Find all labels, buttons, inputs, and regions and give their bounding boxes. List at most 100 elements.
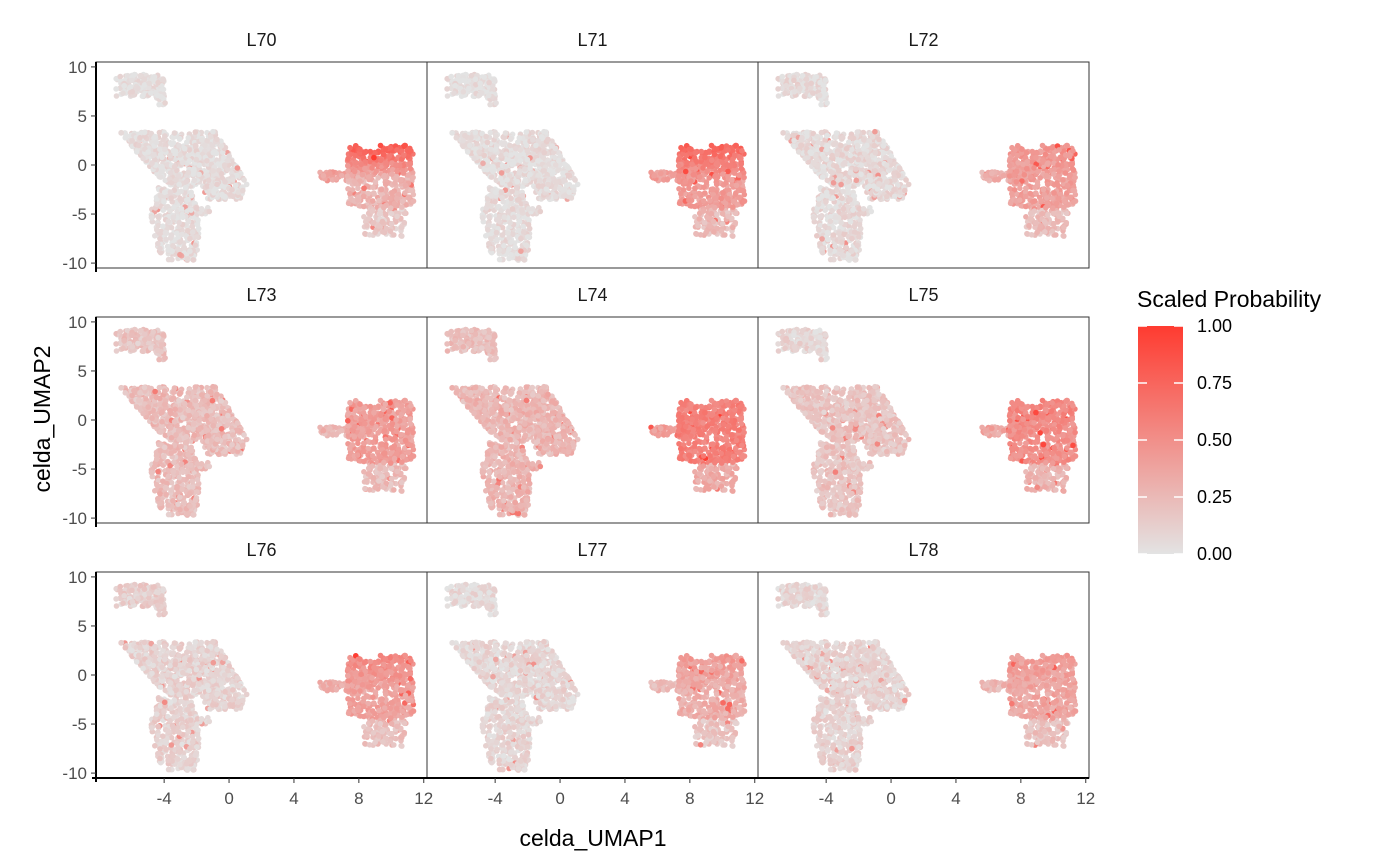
data-point (377, 142, 384, 149)
data-point (810, 215, 817, 221)
data-point (891, 186, 897, 193)
data-point (137, 134, 143, 141)
data-point (830, 232, 837, 238)
data-point (830, 180, 837, 186)
data-point (824, 133, 830, 139)
data-point (381, 172, 388, 179)
data-point (486, 79, 492, 86)
data-point (523, 129, 530, 135)
data-point (651, 172, 658, 179)
data-point (692, 150, 699, 156)
data-point (710, 218, 717, 225)
data-point (159, 163, 165, 170)
data-point (187, 248, 193, 254)
facet-strip-label: L70 (246, 30, 276, 50)
data-point (192, 129, 199, 135)
data-point (369, 208, 376, 214)
data-point (400, 170, 407, 176)
data-point (872, 149, 879, 156)
data-point (892, 177, 898, 183)
data-point (157, 174, 164, 180)
data-point (718, 205, 725, 211)
data-point (376, 223, 382, 229)
data-point (703, 229, 709, 236)
data-point (855, 156, 862, 163)
data-point (485, 227, 491, 233)
facet-panel-l70: L70 (95, 30, 428, 269)
data-point (386, 153, 393, 160)
data-point (842, 159, 848, 166)
data-point (507, 142, 513, 149)
data-point (725, 195, 731, 202)
data-point (152, 133, 158, 140)
data-point (707, 197, 713, 204)
data-point (210, 168, 216, 174)
data-point (797, 85, 803, 92)
data-point (696, 216, 703, 222)
data-point (491, 77, 498, 83)
data-point (209, 142, 216, 149)
data-point (803, 129, 810, 136)
data-point (372, 229, 379, 236)
data-point (234, 165, 241, 171)
data-point (479, 215, 486, 221)
data-point (365, 216, 372, 222)
data-point (161, 199, 167, 205)
data-point (141, 76, 148, 82)
data-point (490, 154, 496, 161)
data-point (783, 82, 789, 89)
data-point (182, 184, 189, 191)
data-point (186, 157, 193, 164)
data-point (523, 242, 530, 248)
data-point (856, 221, 863, 228)
data-point (391, 200, 398, 207)
data-point (571, 187, 577, 194)
data-point (701, 184, 707, 191)
data-point (140, 155, 146, 162)
data-point (842, 214, 848, 221)
data-point (549, 143, 556, 149)
data-point (709, 157, 715, 164)
data-point (154, 92, 161, 99)
data-point (824, 100, 830, 106)
data-point (380, 151, 387, 158)
data-point (499, 180, 506, 186)
data-point (483, 233, 489, 239)
data-point (730, 198, 737, 205)
data-point (327, 170, 333, 177)
data-point (122, 135, 129, 141)
data-point (191, 166, 197, 172)
data-point (467, 142, 473, 149)
data-point (185, 219, 192, 225)
data-point (839, 195, 845, 202)
data-point (733, 142, 739, 149)
data-point (493, 229, 500, 236)
data-point (118, 130, 124, 136)
data-point (225, 157, 231, 164)
data-point (802, 155, 808, 162)
data-point (736, 194, 742, 201)
data-point (689, 161, 695, 168)
data-point (522, 166, 528, 172)
data-point (345, 163, 351, 169)
data-point (861, 137, 867, 143)
data-point (199, 137, 205, 143)
data-point (839, 239, 845, 245)
data-point (333, 176, 340, 182)
data-point (844, 184, 851, 191)
data-point (850, 207, 856, 213)
data-point (194, 234, 200, 240)
data-point (168, 180, 175, 186)
data-point (230, 177, 236, 183)
data-point (378, 186, 385, 193)
data-point (477, 80, 484, 87)
data-point (492, 199, 498, 205)
data-point (391, 232, 397, 238)
data-point (692, 185, 698, 191)
data-point (724, 161, 730, 168)
data-point (516, 152, 523, 159)
data-point (520, 223, 527, 230)
data-point (154, 227, 160, 233)
data-point (829, 170, 836, 176)
data-point (117, 73, 124, 80)
